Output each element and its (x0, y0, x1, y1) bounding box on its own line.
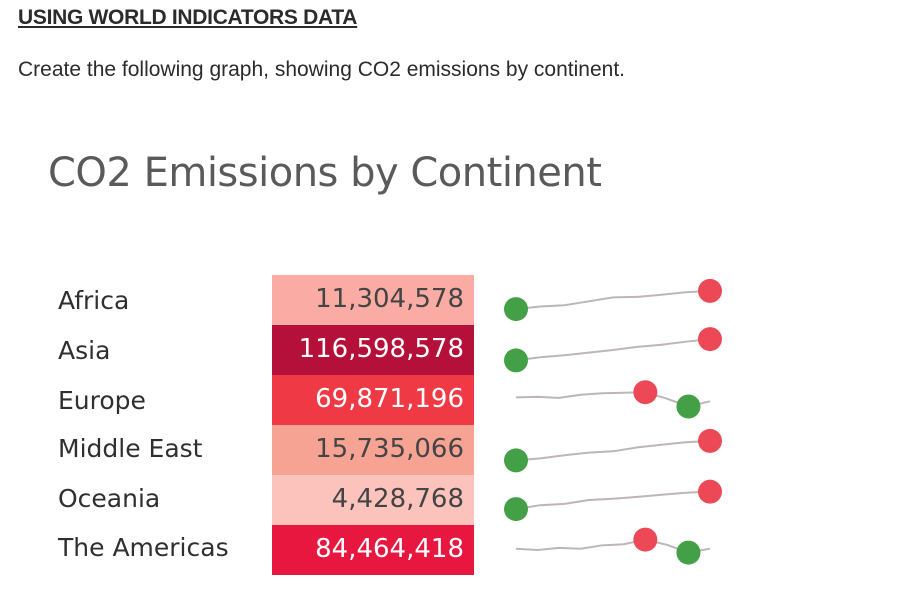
sparkline-min-marker-middle-east (504, 448, 528, 473)
sparkline-max-marker-europe (633, 380, 658, 405)
sparkline-min-marker-oceania (504, 497, 528, 522)
sparkline-min-marker-europe (676, 394, 701, 419)
sparkline-min-marker-africa (504, 297, 528, 322)
sparkline-min-marker-asia (504, 348, 528, 373)
sparkline-max-marker-africa (698, 278, 722, 303)
value-cell-africa: 11,304,578 (272, 275, 474, 325)
sparkline-max-marker-oceania (698, 479, 722, 504)
value-cell-asia: 116,598,578 (272, 325, 474, 375)
row-label-europe: Europe (58, 386, 146, 415)
value-cell-europe: 69,871,196 (272, 375, 474, 425)
row-label-asia: Asia (58, 336, 111, 365)
value-cell-middle-east: 15,735,066 (272, 425, 474, 475)
sparkline-max-marker-middle-east (698, 428, 722, 453)
value-cell-oceania: 4,428,768 (272, 475, 474, 525)
sparkline-africa (515, 289, 711, 311)
row-label-oceania: Oceania (58, 484, 161, 513)
sparkline-max-marker-asia (698, 327, 722, 352)
section-heading: USING WORLD INDICATORS DATA (18, 6, 358, 29)
value-cell-the-americas: 84,464,418 (272, 525, 474, 575)
instruction-text: Create the following graph, showing CO2 … (18, 58, 625, 81)
row-label-the-americas: The Americas (58, 533, 229, 562)
sparkline-oceania (515, 490, 711, 511)
row-label-africa: Africa (58, 286, 130, 315)
sparkline-middle-east (515, 439, 711, 462)
sparkline-max-marker-the-americas (633, 527, 658, 552)
sparkline-asia (515, 338, 711, 362)
chart-title: CO2 Emissions by Continent (48, 150, 602, 196)
row-label-middle-east: Middle East (58, 434, 203, 463)
sparkline-min-marker-the-americas (676, 540, 701, 565)
